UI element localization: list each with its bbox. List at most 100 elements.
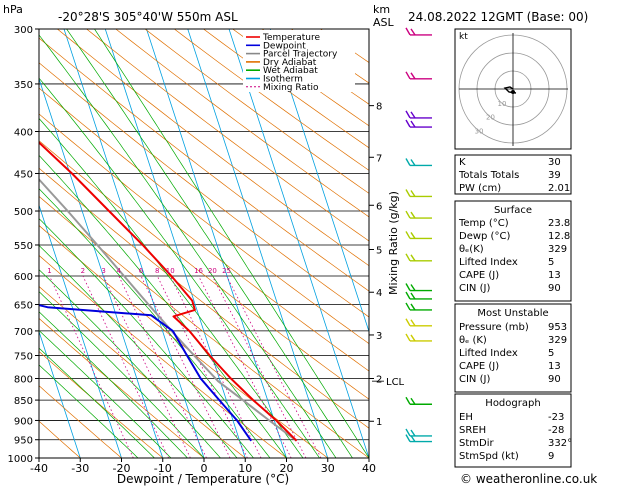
barb-feather: [405, 27, 411, 36]
most-unstable-value: 5: [548, 348, 554, 359]
pressure-tick-label: 550: [14, 241, 33, 252]
isotherm-0: [63, 29, 205, 458]
surface-label: Lifted Index: [459, 257, 518, 268]
barb-feather: [410, 232, 416, 239]
km-tick-label: 7: [376, 153, 382, 164]
barb-feather: [410, 292, 416, 300]
hodograph-table-box: [454, 393, 572, 468]
temperature-tick-label: 10: [238, 462, 252, 475]
barb-feather: [405, 318, 411, 327]
pressure-tick-label: 800: [14, 374, 33, 385]
temperature-tick-label: 30: [321, 462, 335, 475]
isotherm-40: [228, 29, 369, 458]
wind-barb-icon: [405, 189, 432, 198]
temperature-tick-label: -40: [30, 462, 48, 475]
barb-feather: [405, 291, 411, 300]
mixing-ratio-label: 10: [166, 267, 175, 275]
most-unstable-value: 90: [548, 374, 561, 385]
index-value: 39: [548, 170, 561, 181]
wind-barb-icon: [405, 253, 432, 262]
km-tick-label: 1: [376, 417, 382, 428]
barb-feather: [410, 159, 416, 166]
most-unstable-label: Pressure (mb): [459, 322, 529, 333]
index-value: 2.01: [548, 183, 570, 194]
dry-adiabat: [174, 29, 369, 171]
pressure-axis: 300 350 400 450 500 550 600 650 700 750 800 850 900 9…: [8, 25, 39, 465]
mixing-ratio-label: 25: [222, 267, 231, 275]
dry-adiabat: [39, 62, 369, 318]
mixing-ratio-label: 6: [139, 267, 144, 275]
wind-barbs: [405, 27, 432, 443]
wind-barb-icon: [405, 291, 432, 300]
hodograph-table-label: EH: [459, 412, 473, 423]
temperature-tick-label: -30: [71, 462, 89, 475]
wind-barb-icon: [405, 231, 432, 240]
hpa-axis-title: hPa: [3, 3, 23, 16]
km-tick-label: 3: [376, 331, 382, 342]
dry-adiabat: [39, 87, 369, 345]
hodograph-ring-label: 20: [486, 114, 495, 122]
legend-label: Isotherm: [263, 75, 303, 85]
surface-label: θₑ(K): [459, 244, 484, 255]
wet-adiabat: [94, 29, 369, 458]
km-tick-label: 4: [376, 288, 382, 299]
hodograph-table-value: -23: [548, 412, 564, 423]
wind-barb-icon: [405, 27, 432, 36]
surface-title: Surface: [494, 205, 532, 216]
wet-adiabat: [66, 29, 353, 458]
wind-barb-icon: [405, 283, 432, 292]
mixing-ratio-label: 20: [208, 267, 217, 275]
most-unstable-value: 13: [548, 361, 561, 372]
dry-adiabat: [39, 113, 369, 372]
wind-barb-icon: [405, 333, 432, 342]
pressure-tick-label: 950: [14, 436, 33, 447]
hodograph-ring-label: 30: [475, 128, 484, 136]
hodograph-table-label: StmSpd (kt): [459, 451, 519, 462]
wet-adiabat: [39, 311, 188, 458]
barb-feather: [410, 211, 416, 219]
temperature-axis: -40 -30 -20 -10 0 10 20 30 40: [30, 458, 376, 475]
km-tick-label: 6: [376, 201, 382, 212]
altitude-axis: 8 7 6 5 4 3 2 1 LCL: [369, 102, 405, 428]
surface-box: [454, 200, 572, 302]
km-tick-label: 2: [376, 374, 382, 385]
dewpoint-line: [39, 304, 253, 442]
barb-feather: [405, 71, 411, 80]
wet-adiabat: [39, 364, 139, 458]
dry-adiabat: [39, 286, 246, 458]
barb-feather: [405, 283, 411, 291]
most-unstable-value: 953: [548, 322, 567, 333]
surface-value: 329: [548, 244, 567, 255]
mixing-ratio-line: [82, 275, 169, 458]
dry-adiabat: [39, 195, 369, 458]
pressure-tick-label: 900: [14, 416, 33, 427]
barb-feather: [410, 190, 416, 197]
legend-background: [243, 30, 355, 92]
barb-feather: [405, 231, 411, 239]
mixing-ratio-line: [169, 275, 262, 458]
indices-box: [454, 154, 572, 195]
most-unstable-label: CIN (J): [459, 374, 490, 385]
km-label: km: [373, 3, 390, 16]
barb-feather: [405, 428, 411, 437]
barb-feather: [405, 333, 411, 342]
wind-barb-icon: [405, 434, 432, 443]
wind-barb-icon: [405, 302, 432, 311]
temperature-tick-label: 40: [362, 462, 376, 475]
pressure-tick-label: 600: [14, 272, 33, 283]
dry-adiabat: [39, 140, 369, 400]
barb-feather: [410, 111, 416, 119]
dry-adiabat: [39, 385, 122, 458]
wet-adiabat: [39, 34, 337, 458]
barb-feather: [405, 158, 411, 166]
legend-label: Dewpoint: [263, 41, 306, 51]
pressure-tick-label: 350: [14, 80, 33, 91]
surface-value: 23.8: [548, 218, 570, 229]
most-unstable-value: 329: [548, 335, 567, 346]
most-unstable-title: Most Unstable: [477, 308, 548, 319]
pressure-tick-label: 850: [14, 396, 33, 407]
barb-feather: [410, 334, 416, 342]
surface-value: 13: [548, 270, 561, 281]
isotherm-20: [146, 29, 287, 458]
